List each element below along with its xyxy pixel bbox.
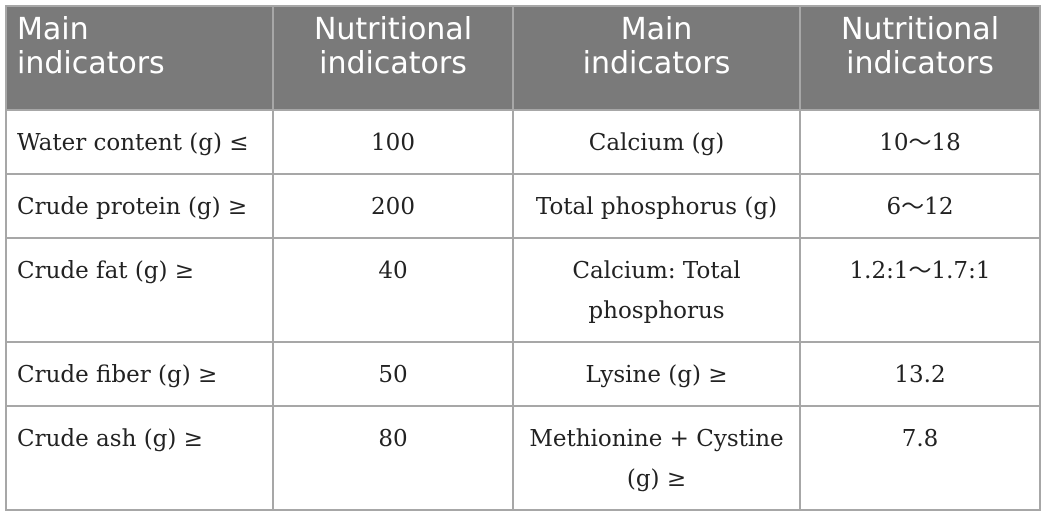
header-line: indicators: [319, 46, 467, 81]
table-cell: Crude fiber (g) ≥: [5, 341, 274, 407]
header-nutritional-indicators-2: Nutritional indicators: [799, 5, 1041, 111]
header-line: Main: [17, 12, 89, 47]
table-cell: Calcium (g): [512, 109, 801, 175]
table-cell: 200: [272, 173, 514, 239]
header-line: Nutritional: [840, 12, 1000, 47]
table-cell: Total phosphorus (g): [512, 173, 801, 239]
table-cell: Calcium: Total phosphorus: [512, 237, 801, 343]
header-main-indicators-1: Main indicators: [5, 5, 274, 111]
table-header: Main indicators Nutritional indicators M…: [5, 5, 1041, 111]
header-nutritional-indicators-1: Nutritional indicators: [272, 5, 514, 111]
table-cell: 80: [272, 405, 514, 511]
table-cell: Crude ash (g) ≥: [5, 405, 274, 511]
table-row: Crude protein (g) ≥ 200 Total phosphorus…: [5, 173, 1041, 239]
table-row: Water content (g) ≤ 100 Calcium (g) 10～1…: [5, 109, 1041, 175]
table-cell: 40: [272, 237, 514, 343]
table-row: Crude fiber (g) ≥ 50 Lysine (g) ≥ 13.2: [5, 341, 1041, 407]
nutrition-table: Main indicators Nutritional indicators M…: [5, 5, 1041, 511]
table-row: Crude ash (g) ≥ 80 Methionine + Cystine …: [5, 405, 1041, 511]
table-cell: Lysine (g) ≥: [512, 341, 801, 407]
table-cell: Crude fat (g) ≥: [5, 237, 274, 343]
header-line: Nutritional: [313, 12, 473, 47]
table-cell: 10～18: [799, 109, 1041, 175]
table-body: Water content (g) ≤ 100 Calcium (g) 10～1…: [5, 109, 1041, 511]
table-cell: Methionine + Cystine (g) ≥: [512, 405, 801, 511]
header-line: indicators: [582, 46, 731, 81]
header-line: indicators: [846, 46, 994, 81]
table-row: Crude fat (g) ≥ 40 Calcium: Total phosph…: [5, 237, 1041, 343]
table-cell: 50: [272, 341, 514, 407]
table-cell: 7.8: [799, 405, 1041, 511]
header-line: indicators: [17, 46, 165, 81]
table-cell: 1.2:1～1.7:1: [799, 237, 1041, 343]
table-cell: Crude protein (g) ≥: [5, 173, 274, 239]
table-cell: 13.2: [799, 341, 1041, 407]
header-line: Main: [620, 12, 693, 47]
header-row: Main indicators Nutritional indicators M…: [5, 5, 1041, 111]
table-cell: 100: [272, 109, 514, 175]
header-main-indicators-2: Main indicators: [512, 5, 801, 111]
table-cell: 6～12: [799, 173, 1041, 239]
table-cell: Water content (g) ≤: [5, 109, 274, 175]
